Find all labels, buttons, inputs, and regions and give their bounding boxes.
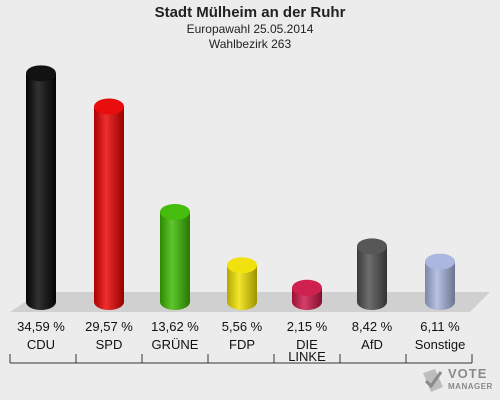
value-label-cdu: 34,59 % <box>17 319 65 334</box>
bar-die-linke <box>292 279 322 310</box>
bar-top-afd <box>357 238 387 255</box>
category-label-die-linke: LINKE <box>288 349 326 364</box>
value-label-sonstige: 6,11 % <box>420 319 460 334</box>
value-label-die-linke: 2,15 % <box>287 319 328 334</box>
category-separators <box>9 354 473 364</box>
bar-afd <box>357 238 387 310</box>
category-label-sonstige: Sonstige <box>415 337 466 352</box>
value-label-gr-ne: 13,62 % <box>151 319 199 334</box>
chart-title: Stadt Mülheim an der Ruhr <box>154 4 346 21</box>
bar-top-fdp <box>227 257 257 274</box>
bar-body-sonstige <box>425 261 455 310</box>
value-label-fdp: 5,56 % <box>222 319 263 334</box>
bar-body-fdp <box>227 265 257 310</box>
category-label-gr-ne: GRÜNE <box>152 337 199 352</box>
bar-body-gr-ne <box>160 211 190 310</box>
chart-subtitle-election: Europawahl 25.05.2014 <box>186 22 314 36</box>
bar-sonstige <box>425 253 455 310</box>
category-label-cdu: CDU <box>27 337 55 352</box>
bars-group <box>26 65 455 311</box>
logo-text-vote: VOTE <box>448 366 488 381</box>
bar-body-afd <box>357 246 387 310</box>
logo-text-manager: MANAGER <box>448 382 493 391</box>
category-label-afd: AfD <box>361 337 383 352</box>
bar-top-sonstige <box>425 253 455 270</box>
bar-fdp <box>227 257 257 310</box>
votemanager-logo: VOTE MANAGER <box>420 366 492 396</box>
bar-cdu <box>26 65 56 311</box>
bar-body-spd <box>94 106 124 310</box>
chart-header: Stadt Mülheim an der Ruhr Europawahl 25.… <box>0 4 500 52</box>
category-label-fdp: FDP <box>229 337 255 352</box>
bar-top-gr-ne <box>160 203 190 220</box>
labels-group: 34,59 % CDU 29,57 % SPD 13,62 % GRÜNE 5,56 % FD… <box>17 319 465 364</box>
bar-top-cdu <box>26 65 56 82</box>
chart-subtitle-district: Wahlbezirk 263 <box>208 37 292 51</box>
category-label-die-linke: DIE <box>296 337 318 352</box>
bar-gr-ne <box>160 203 190 310</box>
value-label-spd: 29,57 % <box>85 319 133 334</box>
bar-top-die-linke <box>292 279 322 296</box>
ballot-check-icon <box>423 369 443 392</box>
value-label-afd: 8,42 % <box>352 319 393 334</box>
bar-top-spd <box>94 98 124 115</box>
category-label-spd: SPD <box>96 337 123 352</box>
bar-body-cdu <box>26 73 56 311</box>
bar-spd <box>94 98 124 310</box>
